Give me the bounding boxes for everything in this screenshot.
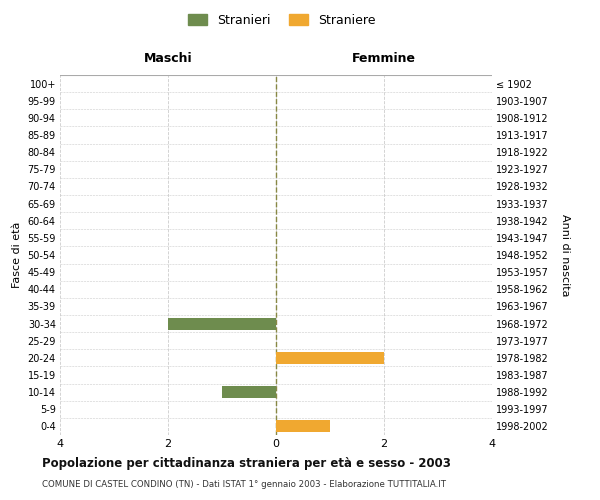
Text: Femmine: Femmine (352, 52, 416, 64)
Y-axis label: Anni di nascita: Anni di nascita (560, 214, 570, 296)
Text: Maschi: Maschi (143, 52, 193, 64)
Bar (276, 352, 384, 364)
Text: COMUNE DI CASTEL CONDINO (TN) - Dati ISTAT 1° gennaio 2003 - Elaborazione TUTTIT: COMUNE DI CASTEL CONDINO (TN) - Dati IST… (42, 480, 446, 489)
Bar (222, 386, 276, 398)
Bar (276, 420, 330, 432)
Legend: Stranieri, Straniere: Stranieri, Straniere (186, 11, 378, 29)
Text: Popolazione per cittadinanza straniera per età e sesso - 2003: Popolazione per cittadinanza straniera p… (42, 458, 451, 470)
Y-axis label: Fasce di età: Fasce di età (12, 222, 22, 288)
Bar (168, 318, 276, 330)
